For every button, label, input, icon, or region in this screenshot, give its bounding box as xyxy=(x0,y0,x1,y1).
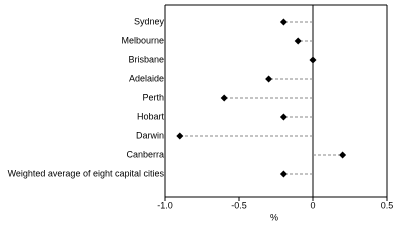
category-label: Sydney xyxy=(134,16,165,26)
dot xyxy=(265,75,273,83)
dot xyxy=(294,37,302,45)
x-tick-label: -0.5 xyxy=(231,200,247,210)
dot xyxy=(220,94,228,102)
page: % -1.0 -0.5 0 0.5 Sydney Melbourne Brisbane Ade… xyxy=(7,4,394,223)
dot xyxy=(339,151,347,159)
dot xyxy=(309,56,317,64)
category-label: Weighted average of eight capital cities xyxy=(8,168,165,178)
category-label: Perth xyxy=(142,92,164,102)
x-axis-label: % xyxy=(270,212,278,222)
category-label: Melbourne xyxy=(121,35,164,45)
dot xyxy=(176,132,184,140)
category-label: Brisbane xyxy=(128,54,164,64)
dot xyxy=(279,113,287,121)
x-tick-label: 0 xyxy=(310,200,315,210)
category-label: Adelaide xyxy=(129,73,164,83)
category-label: Darwin xyxy=(136,130,164,140)
chart: % -1.0 -0.5 0 0.5 Sydney Melbourne Brisbane Ade… xyxy=(8,4,394,222)
category-label: Hobart xyxy=(137,111,165,121)
x-tick-label: 0.5 xyxy=(381,200,394,210)
category-label: Canberra xyxy=(126,149,164,159)
dot xyxy=(279,18,287,26)
dot xyxy=(279,170,287,178)
x-tick-label: -1.0 xyxy=(157,200,173,210)
